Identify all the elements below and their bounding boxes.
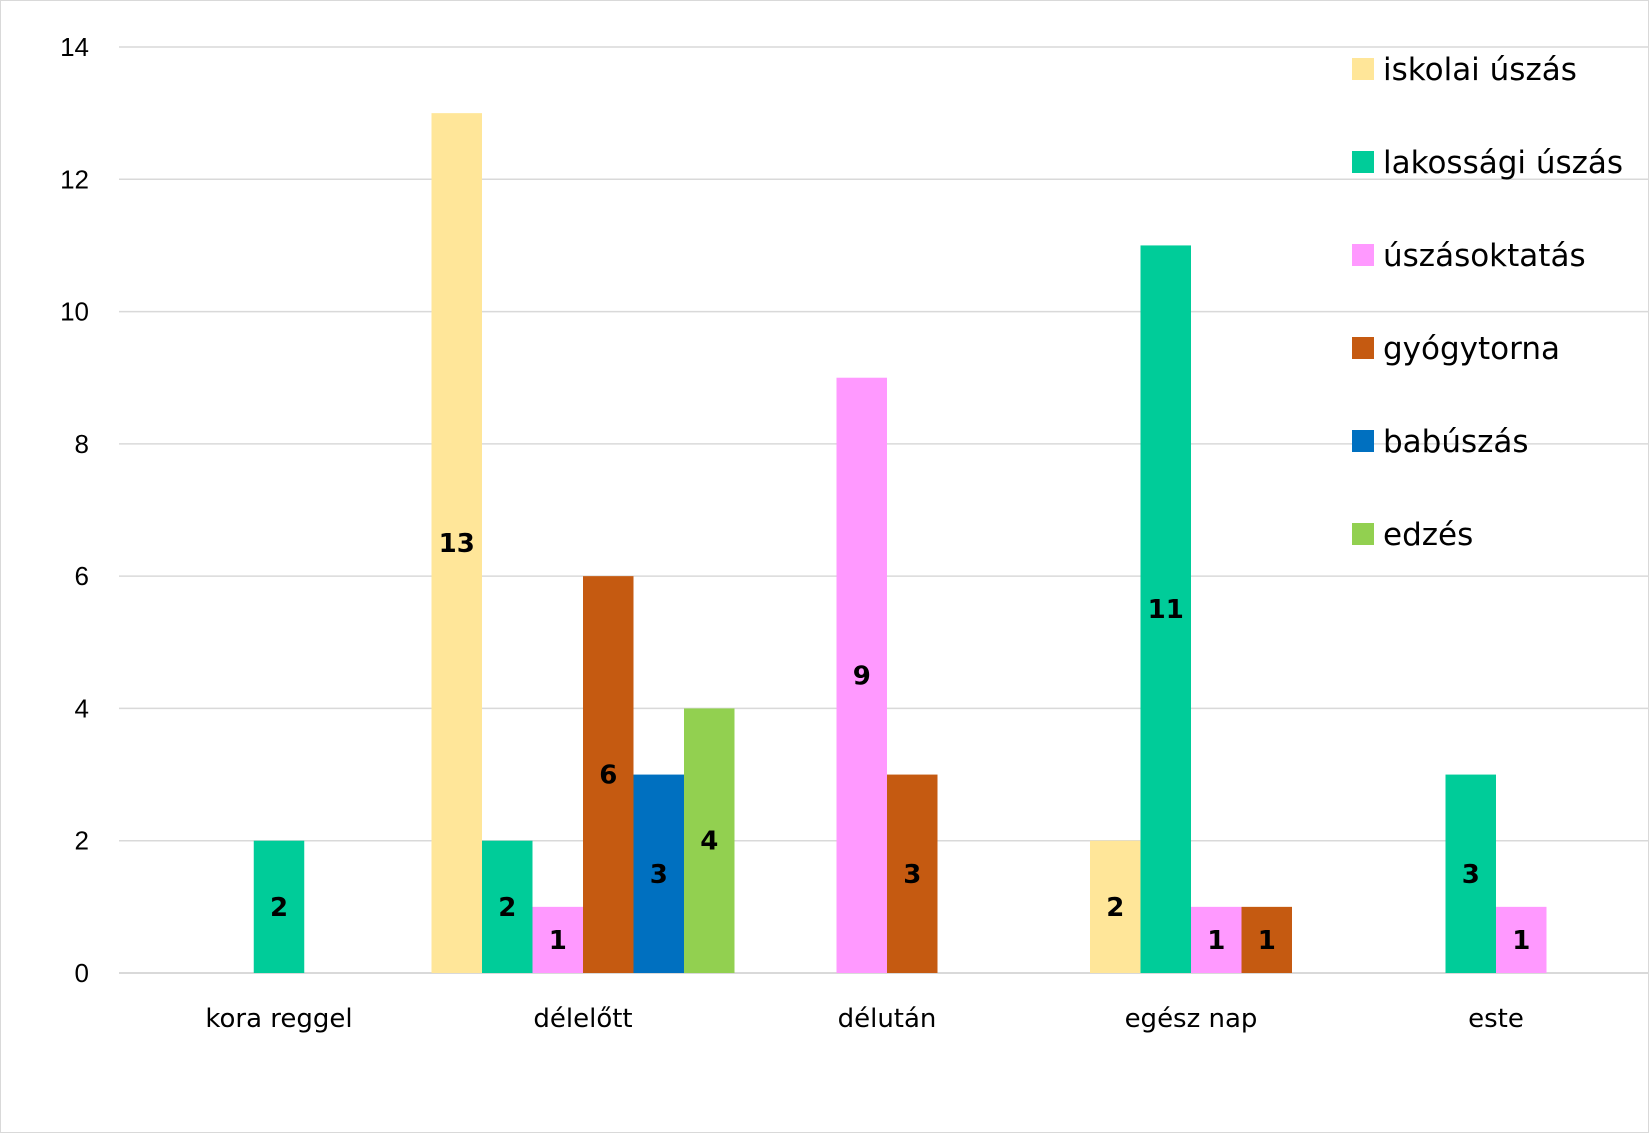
- legend-item: edzés: [1352, 517, 1473, 553]
- y-axis-ticks: 0 2 4 6 8 10 12 14: [60, 32, 89, 988]
- data-label: 2: [1106, 893, 1124, 923]
- legend-item: úszásoktatás: [1352, 238, 1586, 274]
- data-label: 3: [903, 860, 921, 890]
- data-label: 1: [1258, 926, 1276, 956]
- data-label: 3: [1462, 860, 1480, 890]
- bar: [1140, 245, 1191, 973]
- data-label: 9: [853, 661, 871, 691]
- bar: [887, 774, 938, 973]
- bar: [532, 906, 583, 973]
- bar: [253, 840, 305, 973]
- legend-label: úszásoktatás: [1383, 238, 1586, 274]
- x-category-label: este: [1468, 1004, 1524, 1034]
- bar: [684, 708, 735, 973]
- legend-label: babúszás: [1383, 424, 1529, 460]
- bar: [836, 377, 887, 973]
- y-tick-label: 12: [60, 164, 89, 194]
- data-label: 1: [1512, 926, 1530, 956]
- legend-label: lakossági úszás: [1383, 145, 1623, 181]
- x-axis-categories: kora reggel délelőtt délután egész nap este: [205, 1004, 1524, 1034]
- data-label: 13: [439, 529, 475, 559]
- y-tick-label: 10: [60, 297, 89, 327]
- y-tick-label: 4: [75, 693, 89, 723]
- legend-swatch: [1352, 523, 1374, 545]
- legend-swatch: [1352, 244, 1374, 266]
- y-tick-label: 14: [60, 32, 89, 62]
- x-category-label: kora reggel: [205, 1004, 352, 1034]
- bars: [253, 113, 1547, 973]
- data-label: 11: [1148, 595, 1184, 625]
- bar: [1191, 906, 1242, 973]
- legend-item: gyógytorna: [1352, 331, 1560, 367]
- legend-item: iskolai úszás: [1352, 52, 1577, 88]
- legend-swatch: [1352, 151, 1374, 173]
- y-tick-label: 2: [75, 826, 89, 856]
- data-label: 1: [549, 926, 567, 956]
- bar: [1445, 774, 1496, 973]
- bar: [431, 113, 482, 973]
- bar: [482, 840, 533, 973]
- y-tick-label: 0: [75, 958, 89, 988]
- legend-swatch: [1352, 337, 1374, 359]
- legend-swatch: [1352, 58, 1374, 80]
- data-label: 3: [650, 860, 668, 890]
- data-label: 2: [498, 893, 516, 923]
- legend: iskolai úszás lakossági úszás úszásoktatás…: [1352, 52, 1623, 553]
- x-category-label: délután: [838, 1004, 937, 1034]
- data-label: 1: [1207, 926, 1225, 956]
- bar: [583, 576, 634, 973]
- legend-label: iskolai úszás: [1383, 52, 1577, 88]
- y-tick-label: 8: [75, 429, 89, 459]
- x-category-label: délelőtt: [533, 1004, 632, 1034]
- y-tick-label: 6: [75, 561, 89, 591]
- bar: [1241, 906, 1292, 973]
- bar: [1090, 840, 1141, 973]
- data-label: 6: [599, 761, 617, 791]
- legend-item: lakossági úszás: [1352, 145, 1623, 181]
- data-label: 4: [700, 827, 718, 857]
- bar: [633, 774, 684, 973]
- legend-item: babúszás: [1352, 424, 1529, 460]
- legend-label: edzés: [1383, 517, 1473, 553]
- legend-swatch: [1352, 430, 1374, 452]
- legend-label: gyógytorna: [1383, 331, 1560, 367]
- bar: [1496, 906, 1547, 973]
- data-label: 2: [270, 893, 288, 923]
- x-category-label: egész nap: [1125, 1004, 1258, 1034]
